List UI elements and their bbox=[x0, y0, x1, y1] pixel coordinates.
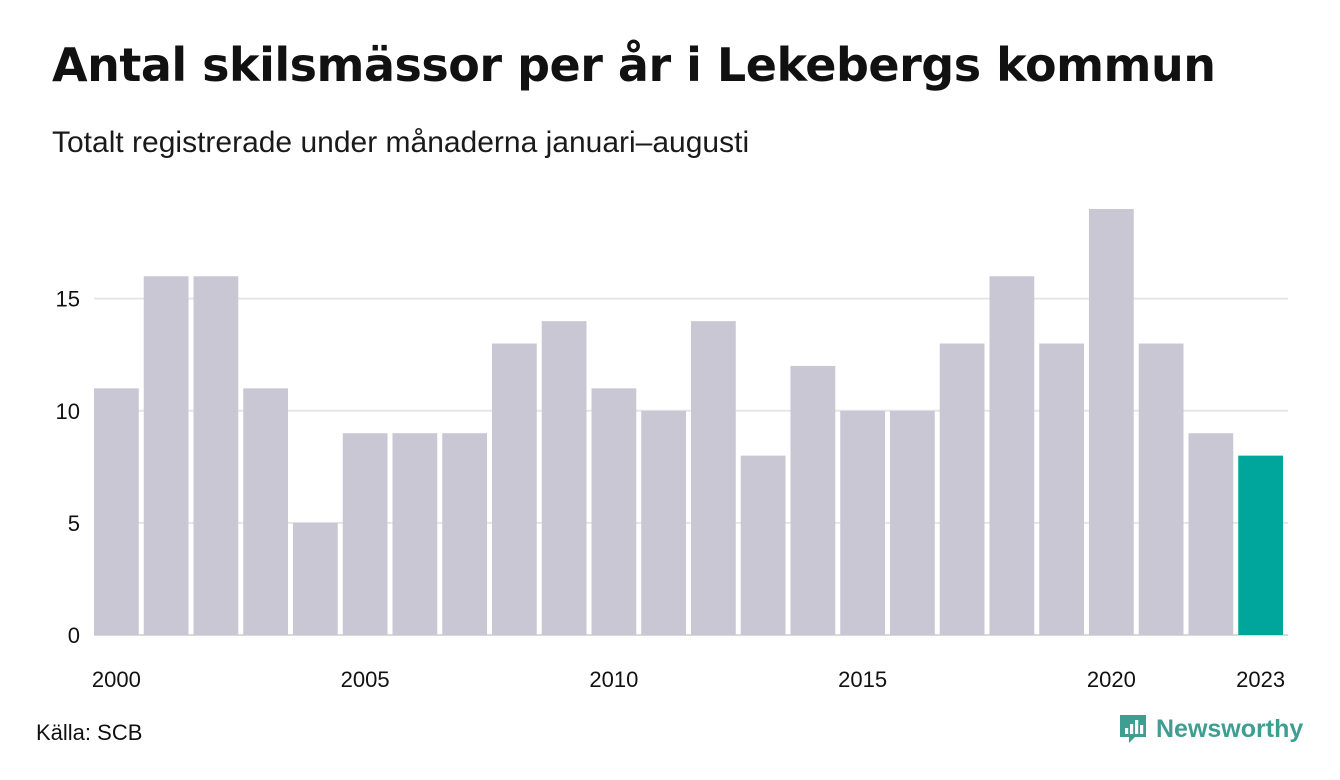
bar-2006[interactable] bbox=[392, 433, 438, 635]
y-tick-label: 5 bbox=[68, 511, 80, 536]
bar-2017[interactable] bbox=[939, 343, 985, 635]
bar-2001[interactable] bbox=[143, 276, 189, 635]
bar-chart: 0 5 10 15 2000 2005 2010 2015 2020 2023 bbox=[56, 209, 1288, 692]
bar-2016[interactable] bbox=[890, 410, 935, 635]
bar-2005[interactable] bbox=[342, 433, 388, 635]
bar-2012[interactable] bbox=[691, 321, 736, 635]
y-tick-label: 15 bbox=[56, 287, 80, 312]
bar-2019[interactable] bbox=[1039, 343, 1084, 635]
x-tick-label: 2020 bbox=[1087, 667, 1136, 692]
newsworthy-logo-icon bbox=[1120, 715, 1146, 743]
bar-2010[interactable] bbox=[591, 388, 637, 635]
bar-2014[interactable] bbox=[790, 365, 836, 635]
bar-2015[interactable] bbox=[840, 410, 885, 635]
bar-2002[interactable] bbox=[193, 276, 239, 635]
bar-2008[interactable] bbox=[492, 343, 537, 635]
bar-2011[interactable] bbox=[641, 410, 686, 635]
bar-2013[interactable] bbox=[740, 455, 786, 635]
bar-2018[interactable] bbox=[989, 276, 1035, 635]
bar-2003[interactable] bbox=[243, 388, 288, 635]
bar-2020[interactable] bbox=[1089, 209, 1134, 635]
chart-title: Antal skilsmässor per år i Lekebergs kom… bbox=[52, 38, 1216, 92]
y-tick-label: 10 bbox=[56, 399, 80, 424]
bar-2004[interactable] bbox=[293, 522, 338, 635]
bar-2021[interactable] bbox=[1138, 343, 1184, 635]
bar-2000[interactable] bbox=[94, 388, 139, 635]
source-note: Källa: SCB bbox=[36, 720, 143, 745]
bar-2022[interactable] bbox=[1188, 433, 1234, 635]
brand-name: Newsworthy bbox=[1156, 714, 1304, 743]
x-tick-label: 2015 bbox=[838, 667, 887, 692]
bar-2009[interactable] bbox=[541, 321, 587, 635]
bar-2023[interactable] bbox=[1238, 455, 1283, 635]
brand[interactable]: Newsworthy bbox=[1118, 712, 1303, 746]
bar-2007[interactable] bbox=[442, 433, 487, 635]
y-axis-ticks: 0 5 10 15 bbox=[56, 287, 80, 648]
x-tick-label: 2000 bbox=[92, 667, 141, 692]
y-tick-label: 0 bbox=[68, 623, 80, 648]
x-tick-label: 2023 bbox=[1236, 667, 1285, 692]
chart-subtitle: Totalt registrerade under månaderna janu… bbox=[52, 126, 750, 159]
bars bbox=[94, 209, 1283, 635]
x-tick-label: 2005 bbox=[341, 667, 390, 692]
x-axis-ticks: 2000 2005 2010 2015 2020 2023 bbox=[92, 667, 1285, 692]
x-tick-label: 2010 bbox=[589, 667, 638, 692]
